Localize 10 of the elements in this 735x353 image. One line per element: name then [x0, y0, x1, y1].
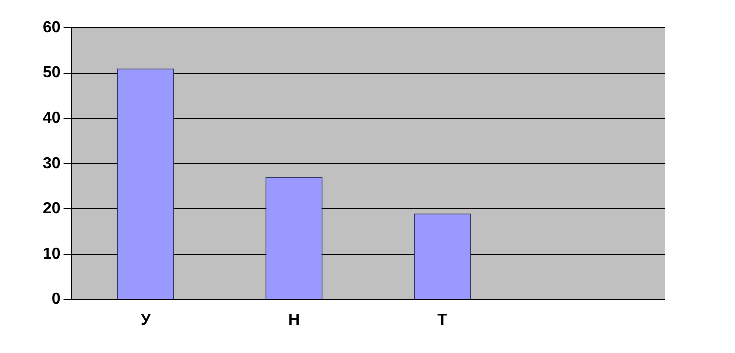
y-tick-label: 20 — [43, 200, 61, 218]
x-tick-label: У — [140, 312, 152, 329]
y-tick-label: 40 — [43, 110, 61, 128]
x-tick-label: Н — [288, 312, 300, 329]
y-tick-label: 60 — [43, 19, 61, 36]
y-tick-label: 30 — [43, 155, 61, 172]
y-tick-label: 10 — [43, 246, 61, 263]
y-tick-label: 50 — [43, 64, 61, 82]
y-tick-label: 0 — [52, 291, 61, 308]
x-tick-label: Т — [438, 312, 448, 329]
